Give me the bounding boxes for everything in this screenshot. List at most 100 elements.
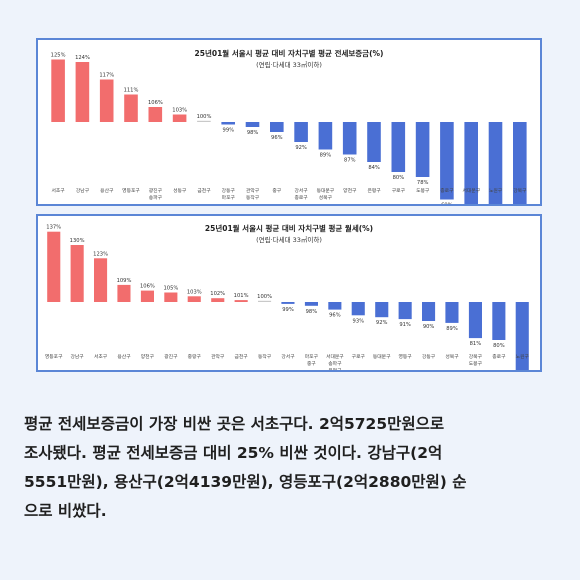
data-label: 80% <box>393 175 405 181</box>
article-caption: 평균 전세보증금이 가장 비싼 곳은 서초구다. 2억5725만원으로 조사됐다… <box>24 410 564 526</box>
data-label: 98% <box>306 309 318 315</box>
bar <box>342 122 357 155</box>
data-label: 103% <box>187 289 202 295</box>
category-tick-label: 용산구 <box>117 353 131 360</box>
data-label: 101% <box>234 293 249 299</box>
category-tick-label: 동대문구 성북구 <box>317 187 335 201</box>
monthly-rent-chart: 25년01월 서울시 평균 대비 자치구별 평균 월세(%) (연립·다세대 3… <box>45 223 530 370</box>
category-tick-label: 금천구 <box>197 187 211 194</box>
category-tick-label: 영등포구 <box>122 187 140 194</box>
category-tick-label: 관악구 동작구 <box>246 187 260 201</box>
category-tick-label: 동대문구 <box>373 353 391 360</box>
bar <box>187 296 201 302</box>
data-label: 111% <box>124 88 139 94</box>
data-label: 106% <box>140 284 155 290</box>
bar <box>164 292 178 302</box>
jeonse-chart-subtitle: (연립·다세대 33㎡이하) <box>256 60 322 69</box>
data-label: 80% <box>493 343 505 349</box>
category-tick-label: 서초구 <box>51 187 65 194</box>
category-tick-label: 강북구 <box>513 187 527 194</box>
bar <box>211 298 225 302</box>
category-tick-label: 강남구 <box>70 353 84 360</box>
jeonse-chart-marks: 125% 서초구 124% 강남구 117% 용산구 111% 영등포구 106% 광진구 송파구 1… <box>51 53 527 204</box>
bar <box>70 245 84 302</box>
bar <box>245 122 260 127</box>
data-label: 100% <box>197 114 212 120</box>
bar <box>234 300 248 302</box>
bar <box>318 122 333 150</box>
data-label: 137% <box>46 225 61 231</box>
bar <box>391 122 406 172</box>
data-label: 93% <box>353 318 365 324</box>
category-tick-label: 관악구 <box>211 353 225 360</box>
data-label: 130% <box>70 238 85 244</box>
data-label: 78% <box>417 180 429 186</box>
rent-chart-title: 25년01월 서울시 평균 대비 자치구별 평균 월세(%) <box>205 223 373 233</box>
data-label: 105% <box>163 286 178 292</box>
bar <box>398 302 412 320</box>
category-tick-label: 광진구 송파구 <box>149 187 163 201</box>
data-label: 99% <box>223 128 235 134</box>
bar <box>375 302 389 318</box>
category-tick-label: 양천구 <box>343 187 357 194</box>
category-tick-label: 구로구 <box>392 188 406 194</box>
bar <box>117 284 131 302</box>
bar <box>515 302 529 370</box>
bar <box>221 122 235 125</box>
data-label: 100% <box>257 294 272 300</box>
data-label: 98% <box>247 130 259 136</box>
bar <box>351 302 365 316</box>
bar <box>94 258 108 302</box>
category-tick-label: 마포구 중구 <box>305 353 319 367</box>
category-tick-label: 강서구 <box>281 353 295 360</box>
caption-line: 평균 전세보증금이 가장 비싼 곳은 서초구다. 2억5725만원으로 <box>24 415 445 433</box>
bar <box>328 302 342 310</box>
bar <box>47 231 61 302</box>
jeonse-chart-title: 25년01월 서울시 평균 대비 자치구별 평균 전세보증금(%) <box>195 48 384 58</box>
rent-chart-marks: 137% 영등포구 130% 강남구 123% 서초구 109% 용산구 106% 양천구 105%… <box>45 225 530 370</box>
data-label: 109% <box>117 278 132 284</box>
data-label: 92% <box>376 320 388 326</box>
bar <box>258 300 272 302</box>
bar <box>75 62 90 122</box>
data-label: 84% <box>368 165 380 171</box>
category-tick-label: 노원구 <box>516 353 530 360</box>
data-label: 125% <box>51 53 66 59</box>
jeonse-deposit-chart-card: 25년01월 서울시 평균 대비 자치구별 평균 전세보증금(%) (연립·다세… <box>36 38 542 206</box>
category-tick-label: 양천구 <box>141 353 155 360</box>
data-label: 102% <box>210 291 225 297</box>
data-label: 103% <box>172 108 187 114</box>
category-tick-label: 도봉구 <box>416 188 430 194</box>
category-tick-label: 서초구 <box>94 353 108 360</box>
bar <box>488 122 503 204</box>
category-tick-label: 강서구 종로구 <box>294 187 308 201</box>
category-tick-label: 강북구 도봉구 <box>469 353 483 367</box>
category-tick-label: 성북구 <box>445 353 459 360</box>
category-tick-label: 종로구 <box>492 354 506 360</box>
bar <box>492 302 506 340</box>
data-label: 96% <box>329 313 341 319</box>
category-tick-label: 강동구 마포구 <box>222 187 236 201</box>
bar <box>197 120 211 122</box>
category-tick-label: 광진구 <box>164 353 178 360</box>
category-tick-label: 금천구 <box>234 353 248 360</box>
bar <box>294 122 308 142</box>
data-label: 123% <box>93 251 108 257</box>
data-label: 90% <box>423 324 435 330</box>
bar <box>304 302 318 306</box>
data-label: 92% <box>295 145 307 151</box>
category-tick-label: 서대문구 <box>462 187 480 194</box>
bar <box>415 122 430 177</box>
bar <box>468 302 482 339</box>
category-tick-label: 구로구 <box>352 354 366 360</box>
rent-chart-subtitle: (연립·다세대 33㎡이하) <box>256 235 322 244</box>
category-tick-label: 종로구 <box>440 188 454 194</box>
bar <box>513 122 527 204</box>
caption-line: 조사됐다. 평균 전세보증금 대비 25% 비싼 것이다. 강남구(2억 <box>24 444 443 462</box>
bar <box>140 290 154 302</box>
data-label: 106% <box>148 100 163 106</box>
bar <box>99 79 114 122</box>
bar <box>281 302 295 304</box>
data-label: 96% <box>271 135 283 141</box>
